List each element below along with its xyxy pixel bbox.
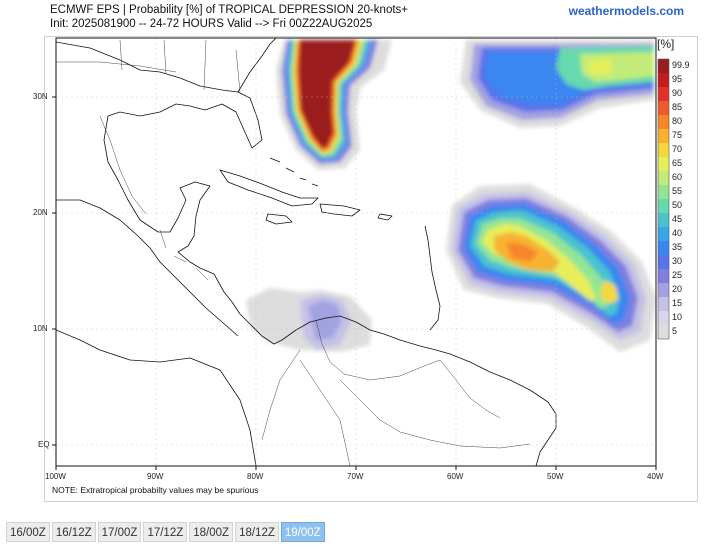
colorbar-swatch [658, 213, 669, 227]
colorbar-swatch [658, 283, 669, 297]
colorbar-label: 85 [672, 102, 683, 112]
lon-label-50w: 50W [547, 472, 564, 481]
colorbar-swatch [658, 311, 669, 325]
colorbar-label: 20 [672, 284, 683, 294]
colorbar-label: 90 [672, 88, 683, 98]
timestep-selector: 16/00Z 16/12Z 17/00Z 17/12Z 18/00Z 18/12… [6, 522, 325, 542]
colorbar-label: 50 [672, 200, 683, 210]
colorbar-title: [%] [657, 37, 675, 51]
colorbar-swatch [658, 297, 669, 311]
colorbar-swatch [658, 73, 669, 87]
colorbar-swatch [658, 241, 669, 255]
lon-label-80w: 80W [247, 472, 264, 481]
lon-label-90w: 90W [147, 472, 164, 481]
colorbar-label: 80 [672, 116, 683, 126]
colorbar-label: 40 [672, 228, 683, 238]
forecast-map-panel: ECMWF EPS | Probability [%] of TROPICAL … [33, 3, 698, 502]
colorbar-swatch [658, 101, 669, 115]
prob-blob-gulfstream [276, 40, 392, 170]
timestep-button-16-00z[interactable]: 16/00Z [6, 522, 50, 542]
timestep-button-16-12z[interactable]: 16/12Z [51, 522, 96, 542]
colorbar-label: 65 [672, 158, 683, 168]
colorbar-frame [657, 58, 670, 340]
colorbar-label: 5 [672, 326, 678, 336]
prob-blob-central-atlantic [446, 184, 656, 352]
colorbar-label: 15 [672, 298, 683, 308]
coastlines [56, 38, 557, 466]
colorbar-swatch [658, 87, 669, 101]
extratropical-note: NOTE: Extratropical probabilty values ma… [52, 485, 259, 495]
colorbar-swatch [658, 129, 669, 143]
lon-label-100w: 100W [45, 472, 66, 481]
colorbar-swatch [658, 227, 669, 241]
colorbar-swatch [658, 255, 669, 269]
map-title: ECMWF EPS | Probability [%] of TROPICAL … [50, 3, 408, 31]
colorbar-label: 99.9 [672, 60, 690, 70]
colorbar-swatch [658, 115, 669, 129]
colorbar-swatch [658, 143, 669, 157]
panel-frame [44, 36, 698, 502]
colorbar-label: 95 [672, 74, 683, 84]
colorbar-label: 55 [672, 186, 683, 196]
colorbar-swatch [658, 157, 669, 171]
colorbar-label: 75 [672, 130, 683, 140]
timestep-button-18-12z[interactable]: 18/12Z [235, 522, 279, 542]
lat-label-30n: 30N [33, 92, 48, 101]
probability-map [52, 37, 670, 470]
lat-label-10n: 10N [33, 324, 48, 333]
prob-blob-caribbean [246, 288, 372, 352]
lon-label-60w: 60W [447, 472, 464, 481]
colorbar-swatch [658, 185, 669, 199]
timestep-button-19-00z[interactable]: 19/00Z [280, 522, 325, 542]
colorbar-swatch [658, 59, 669, 73]
colorbar-label: 70 [672, 144, 683, 154]
colorbar [657, 58, 670, 340]
graticule [56, 38, 656, 466]
colorbar-label: 10 [672, 312, 683, 322]
timestep-button-17-00z[interactable]: 17/00Z [97, 522, 142, 542]
lat-label-20n: 20N [33, 208, 48, 217]
colorbar-swatch [658, 325, 669, 339]
axis-ticks [52, 96, 657, 470]
colorbar-label: 25 [672, 270, 683, 280]
colorbar-label: 35 [672, 242, 683, 252]
colorbar-swatch [658, 269, 669, 283]
lon-label-40w: 40W [647, 472, 664, 481]
title-line-1: ECMWF EPS | Probability [%] of TROPICAL … [50, 4, 408, 16]
colorbar-label: 30 [672, 256, 683, 266]
colorbar-swatch [658, 199, 669, 213]
colorbar-label: 45 [672, 214, 683, 224]
timestep-button-18-00z[interactable]: 18/00Z [189, 522, 234, 542]
timestep-button-17-12z[interactable]: 17/12Z [143, 522, 188, 542]
prob-blob-north-atlantic [460, 40, 654, 128]
lat-label-eq: EQ [38, 440, 50, 449]
brand-link[interactable]: weathermodels.com [568, 4, 684, 18]
title-line-2: Init: 2025081900 -- 24-72 HOURS Valid --… [50, 18, 373, 30]
borders [56, 39, 531, 466]
colorbar-swatch [658, 171, 669, 185]
lon-label-70w: 70W [347, 472, 364, 481]
colorbar-label: 60 [672, 172, 683, 182]
